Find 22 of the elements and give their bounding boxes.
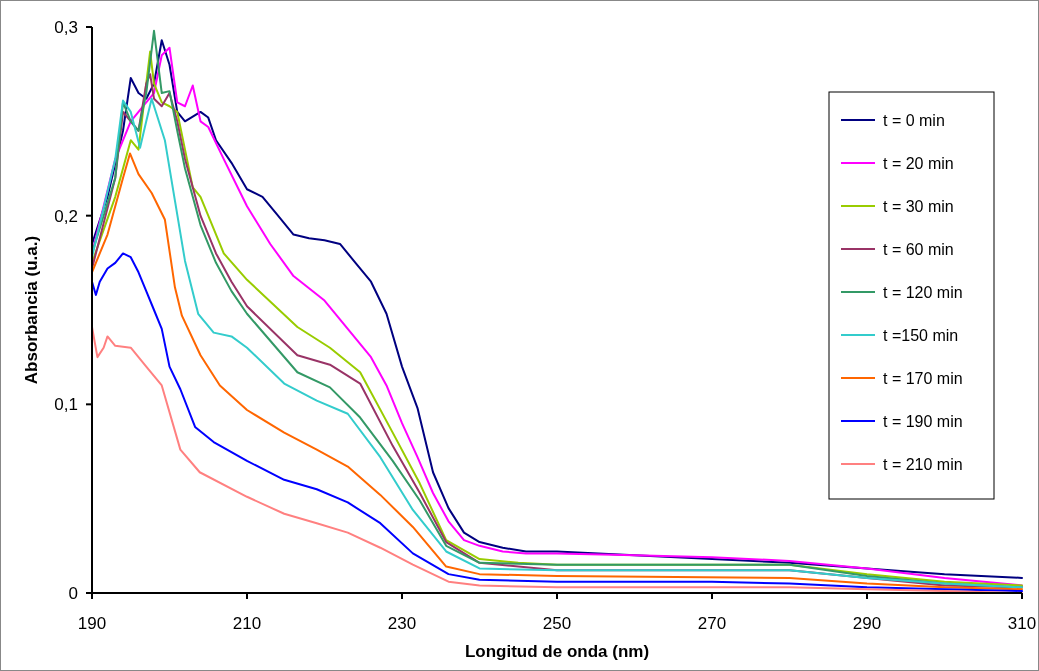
y-tick-label: 0 xyxy=(68,583,78,603)
x-tick-label: 270 xyxy=(697,614,727,633)
legend-label: t =150 min xyxy=(883,326,959,344)
x-tick-label: 290 xyxy=(852,614,882,633)
x-tick-label: 250 xyxy=(542,614,572,633)
y-tick-label: 0,3 xyxy=(54,17,78,37)
legend-label: t = 170 min xyxy=(883,369,963,387)
x-tick-label: 210 xyxy=(232,614,262,633)
y-tick-label: 0,1 xyxy=(54,395,78,415)
legend-label: t = 120 min xyxy=(883,283,963,301)
legend-label: t = 30 min xyxy=(883,197,954,215)
legend-label: t = 0 min xyxy=(883,111,945,129)
x-tick-label: 310 xyxy=(1007,614,1037,633)
x-axis-title: Longitud de onda (nm) xyxy=(464,642,650,661)
legend-label: t = 60 min xyxy=(883,240,954,258)
legend-label: t = 210 min xyxy=(883,455,963,473)
y-axis-title: Absorbancia (u.a.) xyxy=(22,235,41,385)
x-tick-label: 190 xyxy=(77,614,107,633)
legend-label: t = 20 min xyxy=(883,154,954,172)
y-tick-label: 0,2 xyxy=(54,206,78,226)
x-tick-label: 230 xyxy=(387,614,417,633)
legend-label: t = 190 min xyxy=(883,412,963,430)
